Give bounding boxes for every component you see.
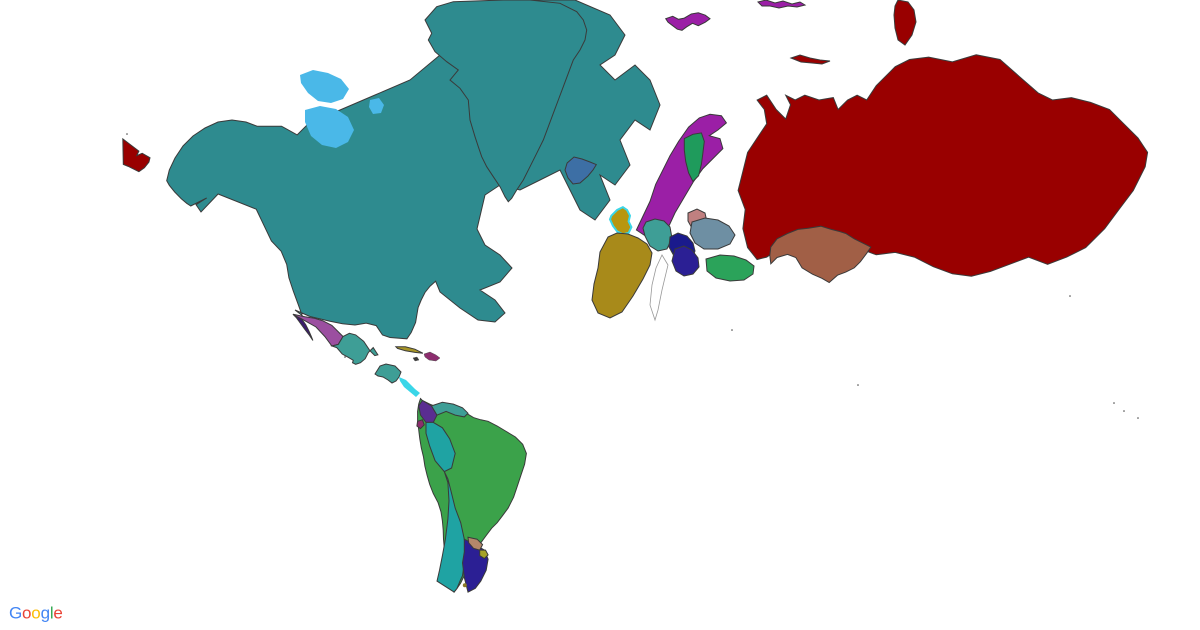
svg-text:Google: Google — [9, 605, 63, 622]
